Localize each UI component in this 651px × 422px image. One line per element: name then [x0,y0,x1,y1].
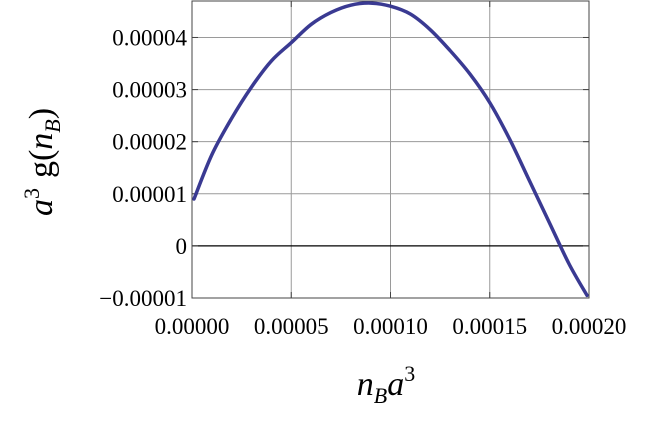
y-axis-title: a3 g(nB) [19,108,65,216]
tick-marks [191,1,590,299]
y-tick-label: 0.00003 [112,78,187,103]
x-tick-label: 0.00015 [452,314,527,339]
x-axis-title-a: a [387,366,404,403]
y-tick-label: −0.00001 [99,286,187,311]
x-tick-labels: 0.00000 0.00005 0.00010 0.00015 0.00020 [155,314,627,339]
y-tick-label: 0.00004 [112,25,187,50]
x-tick-label: 0.00020 [552,314,627,339]
y-axis-title-close: ) [23,108,60,119]
x-axis-title-sub: B [374,383,387,408]
x-tick-label: 0.00010 [353,314,428,339]
svg-text:a3g(nB): a3 g(nB) [19,108,65,216]
x-tick-label: 0.00000 [155,314,230,339]
y-axis-title-g: g( [23,150,60,178]
y-tick-label: 0 [176,234,188,259]
y-tick-label: 0.00001 [112,182,187,207]
x-tick-label: 0.00005 [254,314,329,339]
x-axis-title: nBa3 [357,361,415,408]
y-axis-title-a: a [23,199,60,216]
y-axis-title-sup: 3 [19,188,44,199]
series-line [192,1,589,298]
svg-text:nBa3: nBa3 [357,361,415,408]
y-axis-title-n: n [23,133,60,150]
x-axis-title-n: n [357,366,374,403]
y-tick-label: 0.00002 [112,130,187,155]
y-tick-labels: −0.00001 0 0.00001 0.00002 0.00003 0.00004 [99,25,187,311]
grid-lines [192,1,589,298]
y-axis-title-sub: B [40,119,65,132]
x-axis-title-sup: 3 [404,361,415,386]
